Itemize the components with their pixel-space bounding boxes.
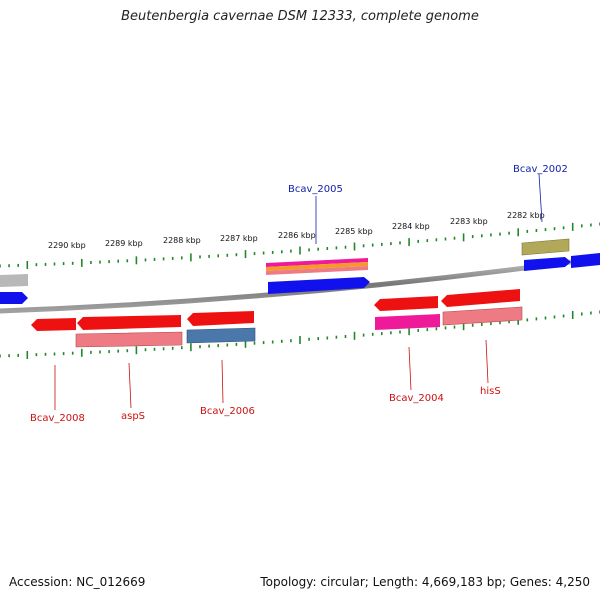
gene-forward-blue-left[interactable]	[0, 292, 28, 304]
tick-label-2289: 2289 kbp	[105, 239, 143, 248]
gene-bcav-2008[interactable]	[31, 318, 76, 331]
genome-backbone	[0, 255, 600, 314]
label-bcav-2002: Bcav_2002	[513, 164, 568, 175]
tick-label-2287: 2287 kbp	[220, 234, 258, 243]
gene-reverse-pink-2[interactable]	[442, 306, 523, 326]
gene-features	[0, 238, 600, 348]
gene-hiss[interactable]	[441, 289, 520, 307]
gene-bcav-2004[interactable]	[374, 296, 438, 311]
tick-label-2282: 2282 kbp	[507, 211, 545, 220]
gene-forward-blue-2[interactable]	[524, 257, 571, 271]
label-bcav-2006: Bcav_2006	[200, 406, 255, 417]
label-leader-lines	[54, 173, 543, 410]
genome-stats-text: Topology: circular; Length: 4,669,183 bp…	[260, 575, 590, 589]
label-hiss: hisS	[480, 386, 501, 397]
label-bcav-2005: Bcav_2005	[288, 184, 343, 195]
gene-asps[interactable]	[77, 315, 181, 330]
tick-label-2288: 2288 kbp	[163, 236, 201, 245]
tick-label-2283: 2283 kbp	[450, 217, 488, 226]
scale-tick-labels: 2290 kbp 2289 kbp 2288 kbp 2287 kbp 2286…	[48, 211, 545, 250]
gene-forward-blue-1[interactable]	[268, 277, 370, 294]
map-title: Beutenbergia cavernae DSM 12333, complet…	[121, 9, 479, 24]
gene-forward-blue-3[interactable]	[571, 253, 600, 268]
scale-ticks-inner	[0, 310, 600, 359]
gene-reverse-magenta[interactable]	[375, 314, 440, 330]
label-asps: aspS	[121, 411, 145, 422]
label-bcav-2004: Bcav_2004	[389, 393, 444, 404]
gene-reverse-pink-1[interactable]	[75, 331, 183, 348]
tick-label-2286: 2286 kbp	[278, 231, 316, 240]
gene-forward-gray-left[interactable]	[0, 274, 28, 287]
tick-label-2290: 2290 kbp	[48, 241, 86, 250]
tick-label-2284: 2284 kbp	[392, 222, 430, 231]
scale-ticks-outer	[0, 222, 600, 269]
tick-label-2285: 2285 kbp	[335, 227, 373, 236]
gene-bcav-2006[interactable]	[187, 311, 254, 326]
label-bcav-2008: Bcav_2008	[30, 413, 85, 424]
gene-bcav-2002[interactable]	[521, 238, 570, 256]
gene-bcav-2005[interactable]	[266, 258, 368, 275]
gene-reverse-steel[interactable]	[186, 327, 256, 344]
gene-labels: Bcav_2005 Bcav_2002 Bcav_2008 aspS Bcav_…	[30, 164, 568, 424]
accession-text: Accession: NC_012669	[9, 575, 146, 589]
